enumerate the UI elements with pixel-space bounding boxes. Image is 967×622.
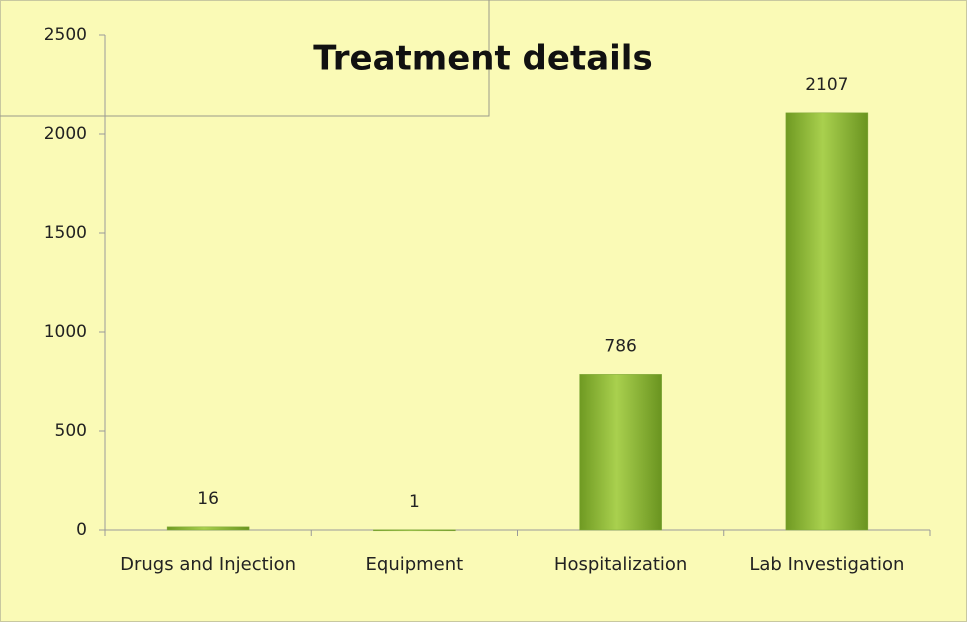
chart-title: Treatment details — [313, 39, 652, 79]
x-tick-label: Hospitalization — [553, 554, 688, 575]
value-label: 1 — [409, 492, 420, 512]
y-tick-label: 0 — [76, 520, 87, 540]
y-tick-label: 2000 — [44, 124, 87, 144]
y-tick-label: 500 — [55, 421, 87, 441]
value-label: 2107 — [805, 75, 848, 95]
x-tick-label: Equipment — [365, 554, 464, 575]
bar — [166, 526, 250, 531]
x-tick-label: Drugs and Injection — [120, 554, 297, 575]
value-label: 16 — [197, 489, 219, 509]
overlay-box — [0, 0, 490, 117]
bar — [785, 112, 869, 531]
y-tick-label: 1000 — [44, 322, 87, 342]
bar — [373, 529, 456, 532]
y-tick-label: 2500 — [44, 25, 87, 45]
y-tick-label: 1500 — [44, 223, 87, 243]
value-label: 786 — [604, 336, 636, 356]
x-tick-label: Lab Investigation — [749, 554, 905, 575]
bar — [579, 374, 662, 531]
